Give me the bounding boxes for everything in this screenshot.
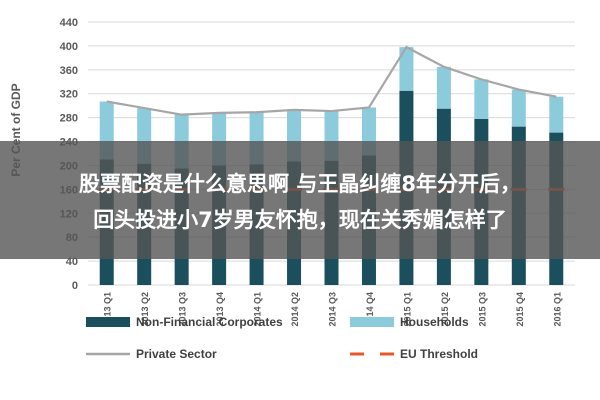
overlay-headline-line-1: 股票配资是什么意思啊 与王晶纠缠8年分开后， — [79, 172, 521, 196]
y-tick-label: 320 — [60, 89, 78, 101]
x-tick-label: 2013 Q1 — [103, 292, 113, 327]
overlay-headline-line-2: 回头投进小7岁男友怀抱，现在关秀媚怎样了 — [93, 208, 507, 232]
legend-label: Households — [400, 315, 469, 329]
x-tick-label: 2015 Q3 — [477, 292, 487, 327]
bar-households — [511, 89, 526, 127]
bar-households — [549, 96, 564, 133]
x-tick-label: 2015 Q4 — [515, 292, 525, 327]
x-tick-label: 2016 Q1 — [552, 292, 562, 327]
y-tick-label: 280 — [60, 113, 78, 125]
legend-label: Non-Financial Corporates — [136, 315, 283, 329]
bar-households — [399, 47, 414, 91]
x-tick-label: 2015 Q1 — [402, 292, 412, 327]
legend-swatch — [86, 317, 130, 327]
x-tick-label: 2013 Q3 — [178, 292, 188, 327]
x-axis-tick-labels: 2013 Q1 2013 Q2 2013 Q3 2013 Q4 2014 Q1 2014 … — [103, 292, 563, 327]
y-tick-label: 40 — [66, 256, 78, 268]
legend: Non-Financial Corporates Households Privat… — [86, 315, 478, 361]
y-tick-label: 400 — [60, 41, 78, 53]
x-tick-label: 2013 Q2 — [140, 292, 150, 327]
line-private-sector — [106, 45, 557, 116]
bar-households — [474, 79, 489, 119]
legend-swatch — [350, 317, 394, 327]
y-tick-label: 0 — [72, 280, 78, 292]
x-tick-label: 2014 Q1 — [253, 292, 263, 327]
legend-label: Private Sector — [136, 347, 217, 361]
x-tick-label: 2014 Q4 — [365, 292, 375, 327]
legend-label: EU Threshold — [400, 347, 478, 361]
y-tick-label: 360 — [60, 65, 78, 77]
bar-households — [436, 66, 451, 109]
x-tick-label: 2014 Q2 — [290, 292, 300, 327]
x-tick-label: 2014 Q3 — [328, 292, 338, 327]
headline-overlay-banner[interactable]: 股票配资是什么意思啊 与王晶纠缠8年分开后， 回头投进小7岁男友怀抱，现在关秀媚… — [0, 141, 600, 259]
y-tick-label: 440 — [60, 17, 78, 29]
x-tick-label: 2013 Q4 — [215, 292, 225, 327]
x-tick-label: 2015 Q2 — [440, 292, 450, 327]
